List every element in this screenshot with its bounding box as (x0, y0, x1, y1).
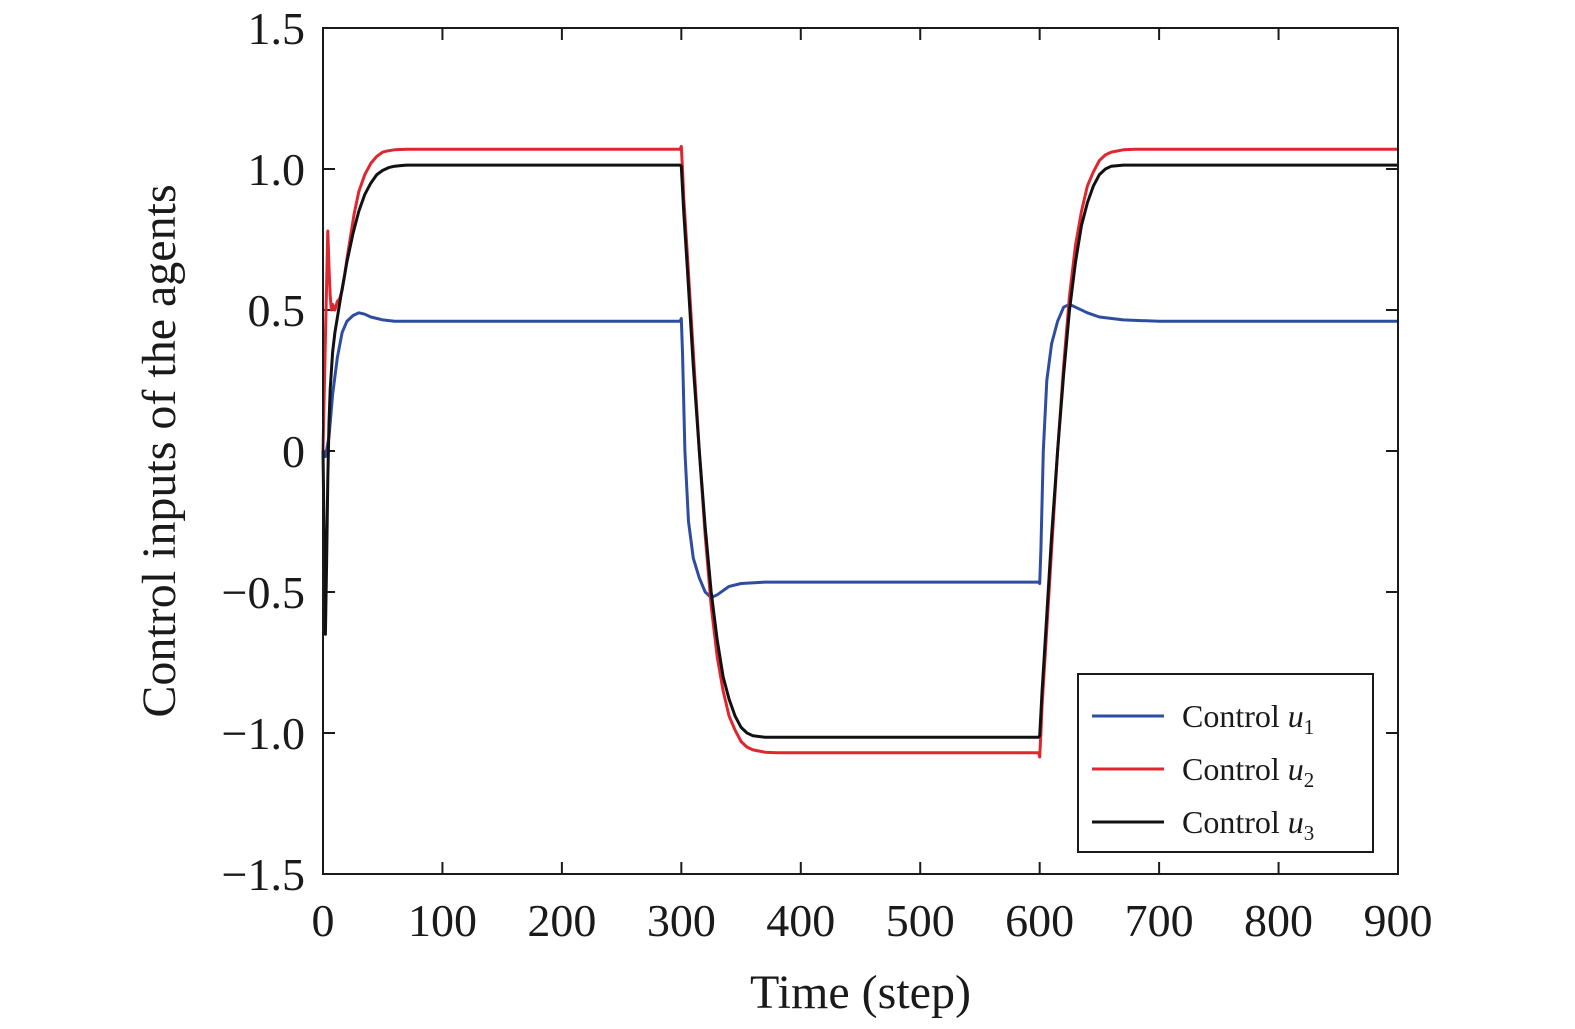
legend-label-subscript: 3 (1304, 821, 1315, 845)
x-tick-label: 200 (527, 895, 596, 946)
y-tick-label: 0.5 (248, 285, 306, 336)
x-tick-label: 800 (1244, 895, 1313, 946)
x-axis-title: Time (step) (750, 966, 971, 1019)
legend-label-u3: Control u3 (1182, 804, 1314, 845)
x-tick-label: 0 (312, 895, 335, 946)
x-tick-label: 400 (766, 895, 835, 946)
y-tick-label: −1.5 (222, 849, 305, 900)
legend-label-var: u (1288, 698, 1304, 734)
series-line-u3 (321, 163, 1398, 739)
legend-label-u1: Control u1 (1182, 698, 1314, 739)
legend-label-subscript: 2 (1304, 768, 1315, 792)
series-line-u1 (321, 302, 1398, 600)
legend-label-var: u (1288, 804, 1304, 840)
legend-label-prefix: Control (1182, 804, 1288, 840)
x-tick-label: 300 (647, 895, 716, 946)
y-tick-label: 1.5 (248, 3, 306, 54)
legend-label-var: u (1288, 751, 1304, 787)
y-tick-label: −0.5 (222, 567, 305, 618)
legend-label-prefix: Control (1182, 698, 1288, 734)
y-tick-label: −1.0 (222, 708, 305, 759)
x-axis-ticks: 0 100 200 300 400 500 600 700 800 900 (312, 28, 1433, 946)
legend-label-prefix: Control (1182, 751, 1288, 787)
x-tick-label: 500 (886, 895, 955, 946)
x-tick-label: 900 (1364, 895, 1433, 946)
legend-label-subscript: 1 (1304, 715, 1315, 739)
y-tick-label: 0 (282, 426, 305, 477)
y-tick-label: 1.0 (248, 144, 306, 195)
series-layer (321, 144, 1398, 759)
legend-label-u2: Control u2 (1182, 751, 1314, 792)
x-tick-label: 600 (1005, 895, 1074, 946)
plot-frame (322, 27, 1399, 875)
y-axis-ticks: 1.5 1.0 0.5 0 −0.5 −1.0 −1.5 (222, 3, 1398, 900)
y-axis-title: Control inputs of the agents (133, 184, 186, 717)
x-tick-label: 100 (408, 895, 477, 946)
x-tick-label: 700 (1125, 895, 1194, 946)
